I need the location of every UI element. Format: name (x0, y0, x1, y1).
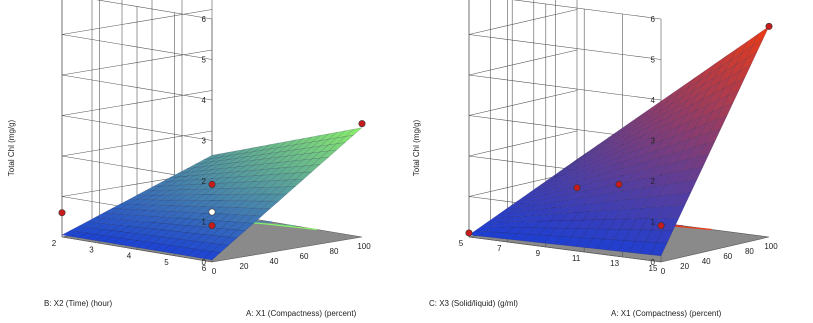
z-tick-label: 6 (651, 15, 656, 24)
y-tick-label: 2 (52, 239, 57, 248)
z-tick-label: 2 (202, 177, 207, 186)
back-wall-gridline (468, 236, 662, 263)
side-wall-gridline (468, 9, 578, 35)
design-point (657, 222, 665, 230)
z-tick-label: 1 (651, 218, 656, 227)
back-wall-gridline (468, 74, 662, 101)
z-tick-label: 0 (202, 258, 207, 267)
y-axis-title: C: X3 (Solid/liquid) (g/ml) (429, 299, 518, 308)
x-tick-label: 80 (745, 247, 754, 256)
x-tick-label: 0 (661, 267, 666, 276)
y-tick-label: 6 (202, 264, 207, 273)
design-point (208, 208, 216, 216)
y-tick-label: 15 (649, 264, 658, 273)
z-axis-title: Total Chl (mg/g) (7, 119, 16, 176)
y-tick-label: 9 (536, 249, 541, 258)
z-tick-label: 3 (202, 137, 207, 146)
back-wall-gridline (512, 0, 662, 20)
z-axis-title: Total Chl (mg/g) (412, 119, 421, 176)
y-tick-label: 7 (497, 244, 502, 253)
z-tick-label: 3 (651, 137, 656, 146)
design-point (573, 184, 581, 192)
z-tick-label: 1 (202, 218, 207, 227)
y-axis-title: B: X2 (Time) (hour) (44, 299, 112, 308)
x-axis-title: A: X1 (Compactness) (percent) (611, 309, 722, 318)
side-wall-gridline (468, 49, 578, 76)
x-tick-label: 80 (330, 247, 339, 256)
side-wall-gridline (468, 90, 578, 116)
x-tick-label: 40 (702, 257, 711, 266)
y-tick-label: 11 (572, 254, 581, 263)
design-point (615, 180, 623, 188)
design-point (58, 209, 66, 217)
x-tick-label: 40 (270, 257, 279, 266)
z-tick-label: 0 (651, 258, 656, 267)
x-tick-label: 100 (357, 242, 371, 251)
design-point (208, 180, 216, 188)
z-tick-label: 5 (651, 56, 656, 65)
x-tick-label: 20 (240, 262, 249, 271)
x-tick-label: 60 (723, 252, 732, 261)
y-tick-label: 4 (127, 252, 132, 261)
back-wall-gridline (468, 34, 662, 60)
x-tick-label: 0 (212, 267, 217, 276)
surface-cell (570, 151, 588, 164)
x-axis-title: A: X1 (Compactness) (percent) (246, 309, 357, 318)
side-wall-gridline (468, 130, 578, 157)
design-point (208, 222, 216, 230)
design-point (465, 229, 473, 237)
design-point (358, 120, 366, 128)
y-tick-label: 3 (89, 245, 94, 254)
z-tick-label: 2 (651, 177, 656, 186)
z-tick-label: 5 (202, 56, 207, 65)
y-tick-label: 5 (459, 239, 464, 248)
surface-cell (203, 153, 221, 160)
z-tick-label: 4 (202, 96, 207, 105)
design-point (765, 22, 773, 30)
z-tick-label: 4 (651, 96, 656, 105)
x-tick-label: 20 (680, 262, 689, 271)
z-tick-label: 6 (202, 15, 207, 24)
y-tick-label: 13 (610, 259, 619, 268)
x-tick-label: 100 (764, 242, 778, 251)
y-tick-label: 5 (164, 258, 169, 267)
x-tick-label: 60 (300, 252, 309, 261)
